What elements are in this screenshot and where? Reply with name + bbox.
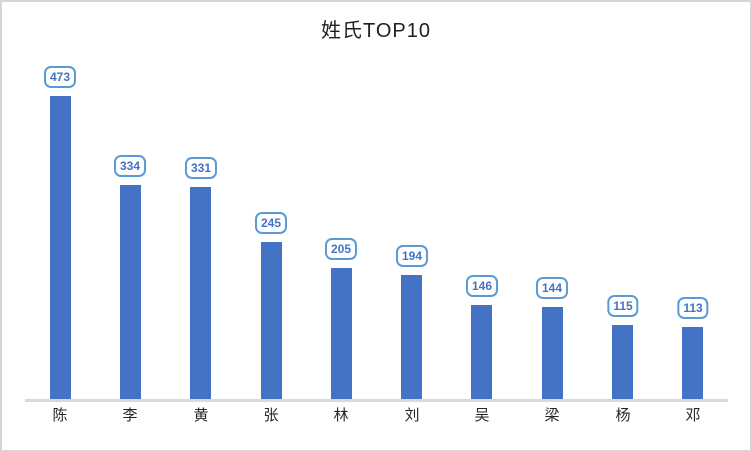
category-label: 邓 [685,407,701,424]
data-label-callout: 245 [254,212,288,234]
bar [542,307,563,399]
bar [261,242,282,399]
data-label-callout: 146 [465,275,499,297]
data-label-callout: 334 [113,155,147,177]
bar [682,327,703,399]
category-label: 张 [263,407,279,424]
category-label: 林 [333,407,349,424]
data-label-callout: 205 [324,238,358,260]
data-label-callout: 331 [184,157,218,179]
category-label: 黄 [193,407,209,424]
category-label: 李 [122,407,138,424]
bar [401,275,422,399]
category-label: 吴 [474,407,490,424]
bar [331,268,352,399]
x-axis-line [25,399,728,402]
bar [190,187,211,399]
data-label-callout: 113 [677,297,709,319]
bar [120,185,141,399]
category-label: 刘 [404,407,420,424]
bar [471,305,492,399]
bar [612,325,633,399]
data-label-callout: 144 [535,277,569,299]
category-label: 梁 [544,407,560,424]
category-label: 陈 [52,407,68,424]
data-label-callout: 473 [43,66,77,88]
category-label: 杨 [615,407,631,424]
data-label-callout: 115 [607,295,639,317]
bar [50,96,71,399]
chart-title: 姓氏TOP10 [321,20,431,42]
data-label-callout: 194 [395,245,429,267]
